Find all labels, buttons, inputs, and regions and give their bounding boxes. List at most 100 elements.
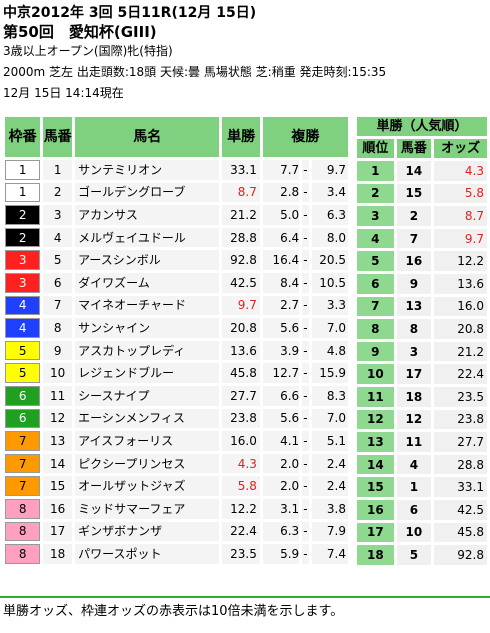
popularity-row: 16 6 42.5 [357,499,487,520]
popularity-row: 17 10 45.8 [357,522,487,543]
waku-badge: 2 [5,227,41,248]
popularity-row: 14 4 28.8 [357,454,487,475]
place-separator: - [302,227,309,248]
waku-badge: 8 [5,544,41,564]
popularity-umaban: 3 [396,341,432,362]
umaban-cell: 14 [43,453,73,474]
popularity-rank: 8 [357,319,394,339]
popularity-umaban: 18 [396,386,432,407]
table-row: 7 15 オールザットジャズ 5.8 2.0-2.4 [5,476,348,496]
waku-badge: 6 [5,408,41,429]
place-odds-high: 8.3 [311,385,348,406]
popularity-rank: 11 [357,386,394,407]
popularity-umaban: 7 [396,228,432,249]
table-row: 5 10 レジェンドブルー 45.8 12.7-15.9 [5,363,348,383]
popularity-odds: 8.7 [434,206,487,226]
header-umaban: 馬番 [43,117,73,157]
place-odds-low: 12.7 [262,363,300,383]
place-odds-high: 10.5 [311,272,348,293]
popularity-umaban: 9 [396,273,432,294]
umaban-cell: 1 [43,160,73,180]
place-separator: - [302,363,309,383]
table-row: 7 14 ピクシープリンセス 4.3 2.0-2.4 [5,453,348,474]
header-pop-umaban: 馬番 [396,139,432,158]
horse-name: アイスフォーリス [75,431,220,451]
place-odds-low: 8.4 [262,272,300,293]
popularity-umaban: 16 [396,251,432,271]
umaban-cell: 9 [43,340,73,361]
popularity-odds: 27.7 [434,432,487,452]
horse-name: パワースポット [75,544,220,564]
popularity-umaban: 1 [396,477,432,497]
win-odds: 20.8 [222,318,260,338]
place-odds-high: 9.7 [311,160,348,180]
waku-badge: 5 [5,363,41,383]
popularity-odds: 20.8 [434,319,487,339]
place-separator: - [302,453,309,474]
place-odds-high: 2.4 [311,476,348,496]
horse-name: マイネオーチャード [75,295,220,316]
waku-badge: 7 [5,431,41,451]
popularity-row: 5 16 12.2 [357,251,487,271]
popularity-odds: 16.0 [434,296,487,317]
table-row: 6 12 エーシンメンフィス 23.8 5.6-7.0 [5,408,348,429]
place-odds-low: 6.6 [262,385,300,406]
popularity-rank: 6 [357,273,394,294]
win-odds: 16.0 [222,431,260,451]
popularity-rank: 1 [357,161,394,181]
win-odds: 42.5 [222,272,260,293]
popularity-rank: 16 [357,499,394,520]
place-separator: - [302,182,309,203]
umaban-cell: 6 [43,272,73,293]
popularity-rank: 7 [357,296,394,317]
place-odds-high: 7.0 [311,408,348,429]
waku-badge: 7 [5,476,41,496]
update-time: 12月 15日 14:14現在 [3,86,124,100]
umaban-cell: 3 [43,205,73,225]
horse-name: ゴールデングローブ [75,182,220,203]
popularity-row: 3 2 8.7 [357,206,487,226]
popularity-umaban: 14 [396,161,432,181]
table-row: 8 18 パワースポット 23.5 5.9-7.4 [5,544,348,564]
waku-badge: 1 [5,182,41,203]
popularity-rank: 3 [357,206,394,226]
popularity-umaban: 8 [396,319,432,339]
waku-badge: 7 [5,453,41,474]
place-odds-low: 5.6 [262,408,300,429]
header-place: 複勝 [262,117,348,157]
table-row: 1 2 ゴールデングローブ 8.7 2.8-3.4 [5,182,348,203]
waku-badge: 3 [5,250,41,270]
popularity-odds: 33.1 [434,477,487,497]
place-odds-low: 2.0 [262,476,300,496]
waku-badge: 5 [5,340,41,361]
popularity-row: 9 3 21.2 [357,341,487,362]
popularity-rank: 10 [357,364,394,384]
popularity-umaban: 13 [396,296,432,317]
place-odds-low: 6.3 [262,521,300,542]
popularity-rank: 9 [357,341,394,362]
popularity-row: 4 7 9.7 [357,228,487,249]
win-odds: 21.2 [222,205,260,225]
popularity-row: 1 14 4.3 [357,161,487,181]
popularity-row: 15 1 33.1 [357,477,487,497]
table-row: 2 4 メルヴェイユドール 28.8 6.4-8.0 [5,227,348,248]
place-odds-low: 7.7 [262,160,300,180]
win-odds: 22.4 [222,521,260,542]
popularity-rank: 4 [357,228,394,249]
place-odds-high: 5.1 [311,431,348,451]
horse-name: ギンザボナンザ [75,521,220,542]
waku-badge: 8 [5,498,41,519]
horse-name: サンテミリオン [75,160,220,180]
popularity-odds: 42.5 [434,499,487,520]
waku-badge: 4 [5,318,41,338]
popularity-odds: 45.8 [434,522,487,543]
table-row: 4 8 サンシャイン 20.8 5.6-7.0 [5,318,348,338]
popularity-rank: 18 [357,545,394,565]
race-date-header: 中京2012年 3回 5日11R(12月 15日) [3,5,257,21]
header-odds: オッズ [434,139,487,158]
table-row: 8 17 ギンザボナンザ 22.4 6.3-7.9 [5,521,348,542]
popularity-row: 8 8 20.8 [357,319,487,339]
waku-badge: 3 [5,272,41,293]
popularity-umaban: 6 [396,499,432,520]
place-separator: - [302,498,309,519]
